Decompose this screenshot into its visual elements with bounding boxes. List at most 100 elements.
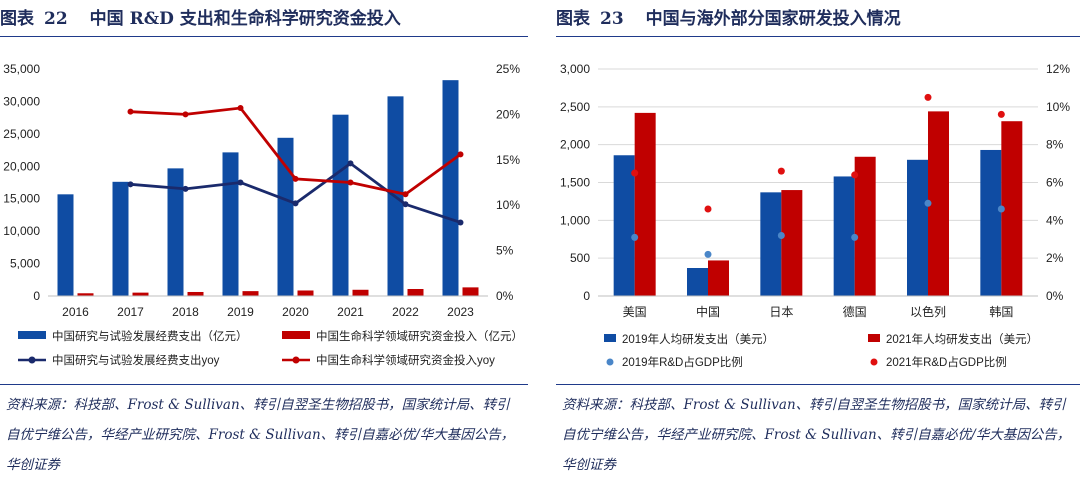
left-x-tick-label: 2021 <box>337 305 364 319</box>
left-bar-s1-2021 <box>352 289 369 296</box>
left-x-tick-label: 2017 <box>117 305 144 319</box>
right-bar-s1-日本 <box>781 190 803 296</box>
left-legend-marker-2 <box>28 356 36 364</box>
left-y-left-tick-label: 35,000 <box>3 62 40 76</box>
right-x-tick-label: 中国 <box>696 304 720 319</box>
left-bar-s1-2023 <box>462 287 479 296</box>
left-chart: 0 5,000 10,000 15,000 20,000 25,000 30,000 35,0… <box>3 62 523 367</box>
right-bar-s0-美国 <box>613 155 635 296</box>
right-legend-swatch-0 <box>604 334 616 342</box>
right-scatter-0-point-以色列 <box>924 199 932 207</box>
right-bar-s0-韩国 <box>980 149 1002 296</box>
right-legend-label-3: 2021年R&D占GDP比例 <box>886 355 1007 369</box>
left-title-rule <box>0 36 528 37</box>
left-y-left-tick-label: 30,000 <box>3 94 40 108</box>
right-figure-title-text: 中国与海外部分国家研发投入情况 <box>645 9 901 29</box>
left-line-1-point-2021 <box>347 179 354 186</box>
right-bar-s1-德国 <box>854 156 876 296</box>
right-scatter-1-point-日本 <box>777 167 785 175</box>
right-x-tick-label: 德国 <box>843 304 867 319</box>
right-scatter-1-point-德国 <box>851 171 859 179</box>
left-figure-title-text: 中国 R&D 支出和生命科学研究资金投入 <box>89 9 401 29</box>
right-y-right-tick-label: 2% <box>1046 251 1064 265</box>
right-bar-s0-德国 <box>833 176 855 296</box>
left-x-tick-label: 2023 <box>447 305 474 319</box>
right-figure-number: 23 <box>600 9 624 29</box>
left-line-1-point-2022 <box>402 191 409 198</box>
right-y-right-tick-label: 6% <box>1046 176 1064 190</box>
left-figure-label: 图表 <box>0 9 34 29</box>
left-y-right-tick-label: 10% <box>496 198 520 212</box>
right-bar-s0-中国 <box>687 268 708 296</box>
right-y-left-tick-label: 500 <box>570 251 590 265</box>
left-line-1-point-2017 <box>127 108 134 115</box>
left-bar-s1-2018 <box>187 291 204 296</box>
right-bar-s1-美国 <box>634 112 656 297</box>
left-line-0-point-2023 <box>457 219 464 226</box>
right-y-left-tick-label: 1,000 <box>560 213 590 227</box>
right-scatter-1-point-美国 <box>631 169 639 177</box>
right-bar-s1-韩国 <box>1001 121 1023 297</box>
right-figure-title: 图表 23 中国与海外部分国家研发投入情况 <box>556 4 901 30</box>
right-legend-label-1: 2021年人均研发支出（美元） <box>886 332 1038 346</box>
left-x-tick-label: 2019 <box>227 305 254 319</box>
left-legend-swatch-0 <box>18 331 46 339</box>
right-y-left-tick-label: 2,000 <box>560 138 590 152</box>
left-legend-label-0: 中国研究与试验发展经费支出（亿元） <box>52 329 248 343</box>
right-scatter-0-point-中国 <box>704 250 712 258</box>
right-figure-panel: 图表 23 中国与海外部分国家研发投入情况 0 500 1,000 1,500 2,000 2… <box>556 0 1080 488</box>
left-figure-panel: 图表 22 中国 R&D 支出和生命科学研究资金投入 0 5,000 10,000 15,… <box>0 0 528 488</box>
left-x-tick-label: 2016 <box>62 305 89 319</box>
right-scatter-0-point-德国 <box>851 233 859 241</box>
left-legend-label-2: 中国研究与试验发展经费支出yoy <box>52 353 220 367</box>
left-y-left-tick-label: 20,000 <box>3 159 40 173</box>
right-legend-swatch-1 <box>868 334 880 342</box>
right-y-right-tick-label: 8% <box>1046 138 1064 152</box>
left-bar-s0-2020 <box>277 137 294 296</box>
right-bar-s0-日本 <box>760 192 782 296</box>
left-y-left-tick-label: 25,000 <box>3 127 40 141</box>
right-scatter-0-point-韩国 <box>997 205 1005 213</box>
right-x-tick-label: 日本 <box>769 305 793 319</box>
left-bar-s1-2020 <box>297 290 314 296</box>
right-x-tick-label: 以色列 <box>910 305 946 319</box>
left-y-right-tick-label: 15% <box>496 153 520 167</box>
left-bar-s1-2022 <box>407 288 424 296</box>
left-y-left-tick-label: 5,000 <box>10 257 40 271</box>
right-legend-label-0: 2019年人均研发支出（美元） <box>622 332 774 346</box>
left-bar-s1-2016 <box>77 293 94 296</box>
right-x-tick-label: 韩国 <box>989 304 1013 319</box>
right-bar-s1-中国 <box>708 260 729 296</box>
right-legend-label-2: 2019年R&D占GDP比例 <box>622 355 743 369</box>
left-line-1-point-2020 <box>292 175 299 182</box>
left-line-0-point-2020 <box>292 200 299 207</box>
left-y-right-tick-label: 20% <box>496 107 520 121</box>
left-legend-label-1: 中国生命科学领域研究资金投入（亿元） <box>316 329 523 343</box>
left-legend-marker-3 <box>292 356 300 364</box>
right-scatter-0-point-日本 <box>777 231 785 239</box>
right-title-rule <box>556 36 1080 37</box>
right-y-right-tick-label: 4% <box>1046 213 1064 227</box>
left-x-tick-label: 2018 <box>172 305 199 319</box>
left-y-left-tick-label: 10,000 <box>3 224 40 238</box>
right-scatter-1-point-中国 <box>704 205 712 213</box>
right-scatter-0-point-美国 <box>631 233 639 241</box>
left-bar-s0-2019 <box>222 152 239 296</box>
left-line-0-point-2017 <box>127 181 134 188</box>
right-source-note: 资料来源：科技部、Frost & Sullivan、转引自翌圣生物招股书，国家统… <box>562 397 1071 473</box>
right-chart: 0 500 1,000 1,500 2,000 2,500 3,000 0% 2% 4% 6% 8% 1… <box>560 62 1070 369</box>
left-line-0-point-2018 <box>182 185 189 192</box>
right-y-right-tick-label: 10% <box>1046 100 1070 114</box>
left-bar-s0-2016 <box>57 194 74 296</box>
left-x-tick-label: 2020 <box>282 305 309 319</box>
left-x-tick-label: 2022 <box>392 305 419 319</box>
left-line-1-point-2023 <box>457 151 464 158</box>
left-bar-s0-2017 <box>112 181 129 296</box>
left-y-right-tick-label: 0% <box>496 289 514 303</box>
left-source-rule <box>0 384 528 385</box>
left-line-0-point-2019 <box>237 179 244 186</box>
right-figure-label: 图表 <box>556 9 590 29</box>
left-bar-s1-2017 <box>132 292 149 296</box>
right-y-left-tick-label: 1,500 <box>560 176 590 190</box>
right-y-right-tick-label: 12% <box>1046 62 1070 76</box>
